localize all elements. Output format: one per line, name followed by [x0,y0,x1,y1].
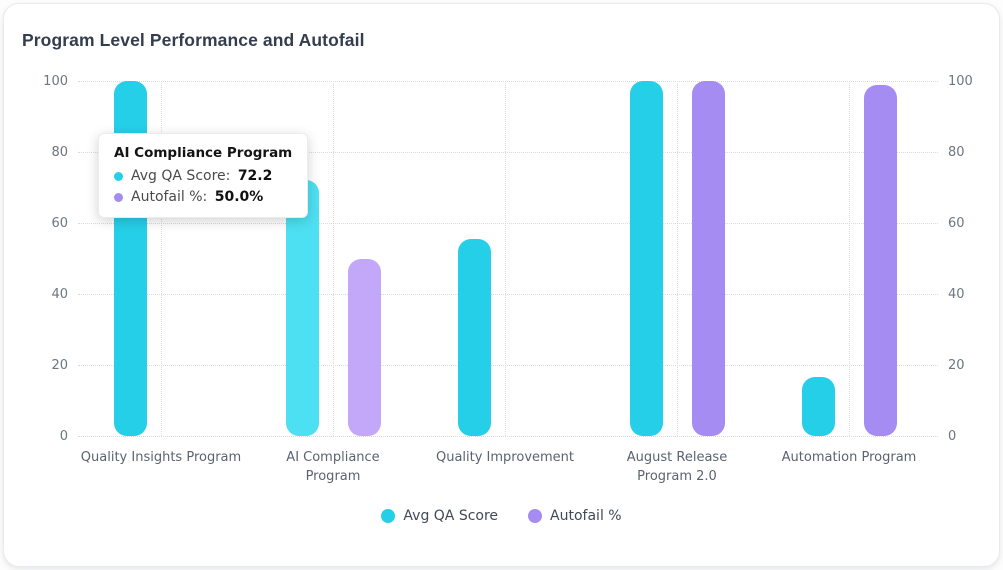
y-axis-right-tick-0: 0 [948,429,957,444]
tooltip-row-text: Avg QA Score: 72.2 [131,168,273,184]
legend-dot-avg-qa-score [381,509,396,523]
y-axis-left-tick-80: 80 [51,145,68,160]
v-gridline-quality-insights-program [161,81,162,436]
y-axis-left-tick-100: 100 [43,74,68,89]
y-axis-right-tick-40: 40 [948,287,965,302]
x-axis-label-quality-insights-program: Quality Insights Program [80,450,242,465]
tooltip-row-text: Autofail %: 50.0% [131,189,264,205]
bar-autofail-ai-compliance-program[interactable] [347,258,381,436]
legend-dot-autofail [528,509,543,523]
tooltip-rows: Avg QA Score: 72.2 Autofail %: 50.0% [114,168,292,205]
bar-autofail-august-release-program-2-0[interactable] [691,81,725,436]
v-gridline-august-release-program-2-0 [677,81,678,436]
x-axis-label-august-release-program-2-0: August Release Program 2.0 [626,450,728,484]
h-gridline-20 [78,365,938,366]
h-gridline-60 [78,223,938,224]
y-axis-left-tick-0: 0 [59,429,68,444]
y-axis-left-tick-60: 60 [51,216,68,231]
tooltip-row-avg-qa-score: Avg QA Score: 72.2 [114,168,292,184]
tooltip-row-value: 72.2 [237,168,273,184]
bar-avg-qa-score-automation-program[interactable] [801,377,835,436]
legend-item-autofail[interactable]: Autofail % [528,508,622,524]
tooltip-row-autofail: Autofail %: 50.0% [114,189,292,205]
legend-label: Autofail % [550,508,622,524]
legend-label: Avg QA Score [403,508,499,524]
bar-avg-qa-score-august-release-program-2-0[interactable] [629,81,663,436]
h-gridline-40 [78,294,938,295]
tooltip-series-dot [114,171,123,181]
y-axis-right-tick-80: 80 [948,145,965,160]
bar-avg-qa-score-ai-compliance-program[interactable] [285,179,319,436]
bar-avg-qa-score-quality-improvement[interactable] [457,238,491,436]
v-gridline-automation-program [849,81,850,436]
tooltip-series-dot [114,192,123,202]
y-axis-right-tick-100: 100 [948,74,973,89]
x-axis-label-automation-program: Automation Program [781,450,917,465]
tooltip-title: AI Compliance Program [114,145,293,161]
h-gridline-80 [78,152,938,153]
bar-autofail-automation-program[interactable] [863,84,897,436]
y-axis-left-tick-40: 40 [51,287,68,302]
y-axis-right-tick-20: 20 [948,358,965,373]
x-axis-label-quality-improvement: Quality Improvement [435,450,575,465]
legend-item-avg-qa-score[interactable]: Avg QA Score [381,508,498,524]
y-axis-right-tick-60: 60 [948,216,965,231]
tooltip-row-value: 50.0% [214,189,264,205]
x-axis-label-ai-compliance-program: AI Compliance Program [286,450,380,484]
h-gridline-100 [78,81,938,82]
chart-legend: Avg QA Score Autofail % [0,508,1003,524]
h-gridline-0 [78,436,938,437]
v-gridline-ai-compliance-program [333,81,334,436]
y-axis-left-tick-20: 20 [51,358,68,373]
v-gridline-quality-improvement [505,81,506,436]
chart-title: Program Level Performance and Autofail [22,30,365,50]
chart-card [3,3,1000,567]
tooltip: AI Compliance Program Avg QA Score: 72.2… [98,133,309,218]
